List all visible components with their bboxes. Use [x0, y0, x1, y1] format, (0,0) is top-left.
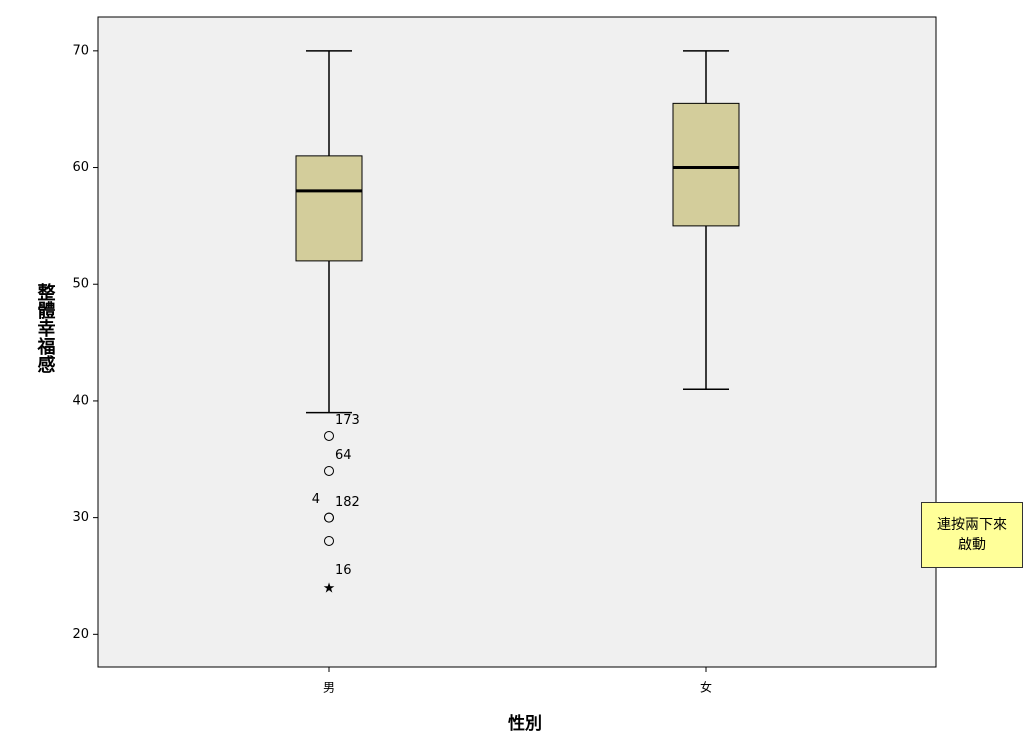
outlier: [324, 465, 334, 476]
outlier-label: 182: [335, 495, 360, 510]
tooltip-line: 啟動: [958, 537, 986, 553]
extreme: ★: [323, 581, 336, 597]
y-tick-label: 40: [72, 393, 89, 408]
x-axis-label: 性別: [508, 713, 542, 734]
outlier: [324, 430, 334, 441]
tooltip-line: 連按兩下來: [937, 517, 1007, 533]
x-tick-label: 女: [700, 680, 712, 695]
y-tick-label: 70: [72, 43, 89, 58]
plot-area: [97, 16, 937, 668]
tooltip: 連按兩下來 啟動: [921, 502, 1023, 568]
y-tick-label: 60: [72, 160, 89, 175]
outlier-label: 4: [312, 492, 320, 507]
outlier: [324, 535, 334, 546]
outlier-label: 64: [335, 448, 352, 463]
box: [295, 155, 363, 262]
y-axis-label: 整體幸福感: [35, 282, 57, 373]
outlier: [324, 512, 334, 523]
outlier-label: 173: [335, 413, 360, 428]
box: [672, 102, 740, 227]
y-tick-label: 30: [72, 510, 89, 525]
extreme-label: 16: [335, 563, 352, 578]
y-tick-label: 20: [72, 627, 89, 642]
y-tick-label: 50: [72, 277, 89, 292]
x-tick-label: 男: [323, 681, 335, 695]
